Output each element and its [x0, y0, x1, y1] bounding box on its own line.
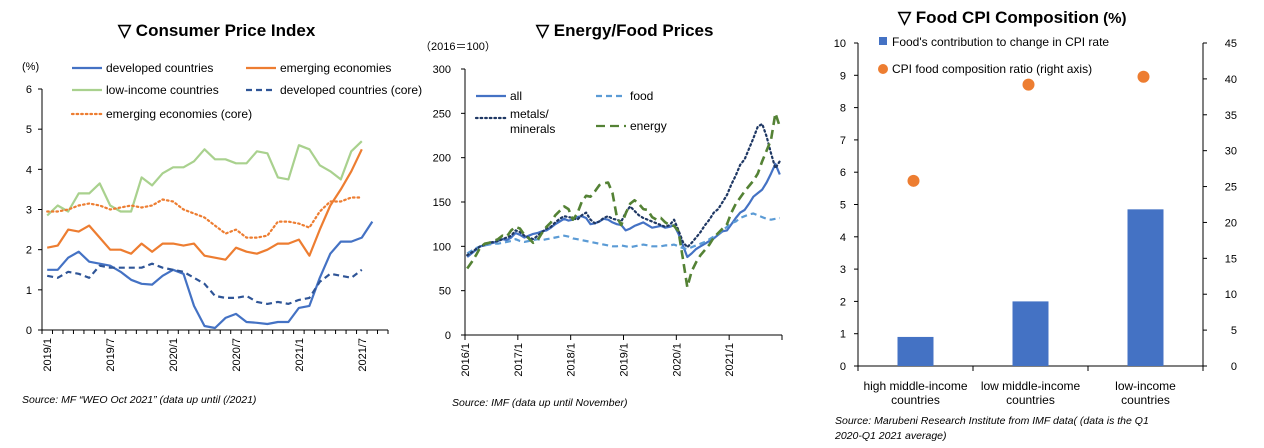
y-tick-label: 0 — [26, 325, 32, 337]
chart-title: ▽ Food CPI Composition (%) — [897, 8, 1127, 27]
energy-food-chart-panel: ▽ Energy/Food Prices （2016＝100） 0 50 100 150 2… — [420, 0, 820, 448]
x-tick-label: 2019/7 — [105, 338, 117, 372]
y-tick-label-left: 6 — [840, 167, 846, 179]
food-source-note: Source: Marubeni Research Institute from… — [835, 415, 1149, 442]
x-category-label: low-income countries — [1115, 379, 1176, 407]
bar-high-middle-income-countries — [897, 336, 934, 366]
legend-label-emerging-economies: emerging economies — [280, 61, 391, 75]
y-tick-label: 6 — [26, 84, 32, 96]
series-line-developed-countries — [47, 220, 374, 330]
y-tick-label: 1 — [26, 285, 32, 297]
energy-food-chart: ▽ Energy/Food Prices （2016＝100） 0 50 100 150 2… — [420, 21, 783, 377]
y-tick-label: 150 — [433, 197, 451, 209]
y-tick-label: 300 — [433, 64, 451, 76]
y-tick-label-right: 40 — [1225, 74, 1237, 86]
y-tick-label: 5 — [26, 124, 32, 136]
y-tick-label-right: 10 — [1225, 289, 1237, 301]
y-tick-label-left: 2 — [840, 296, 846, 308]
cpi-source-note: Source: MF “WEO Oct 2021” (data up until… — [22, 394, 257, 406]
point-high-middle-income-countries — [907, 174, 920, 187]
y-tick-label-left: 0 — [840, 361, 846, 373]
series-line-emerging-economies-core — [46, 196, 363, 239]
y-tick-label-right: 15 — [1225, 253, 1237, 265]
legend-label-low-income-countries: low-income countries — [106, 83, 219, 97]
y-tick-label-right: 5 — [1231, 325, 1237, 337]
series-line-low-income-countries — [46, 140, 363, 217]
point-low-income-countries — [1137, 70, 1150, 83]
x-tick-label: 2017/1 — [513, 343, 525, 377]
legend-label-all: all — [510, 89, 522, 103]
chart-title: ▽ Energy/Food Prices — [535, 21, 713, 40]
legend-swatch-point — [878, 64, 888, 74]
legend-label-energy: energy — [630, 119, 667, 133]
y-tick-label: 0 — [445, 330, 451, 342]
y-tick-label-left: 1 — [840, 329, 846, 341]
y-tick-label-left: 9 — [840, 70, 846, 82]
series-line-energy — [466, 112, 782, 289]
y-axis-unit: (%) — [22, 61, 39, 73]
x-tick-label: 2020/1 — [168, 338, 180, 372]
bar-low-middle-income-countries — [1012, 301, 1049, 366]
series-line-all — [466, 162, 781, 259]
y-tick-label: 4 — [26, 164, 32, 176]
x-tick-label: 2021/7 — [357, 338, 369, 372]
legend-label-developed-countries: developed countries — [106, 61, 213, 75]
y-tick-label: 2 — [26, 245, 32, 257]
y-tick-label: 200 — [433, 153, 451, 165]
legend-swatch-bar — [879, 37, 887, 45]
x-category-label: high middle-income countries — [863, 379, 967, 407]
series-line-food — [466, 212, 780, 255]
y-tick-label-left: 8 — [840, 103, 846, 115]
y-tick-label: 100 — [433, 241, 451, 253]
legend-label-food: food — [630, 89, 653, 103]
y-tick-label-left: 3 — [840, 264, 846, 276]
y-tick-label-left: 4 — [840, 232, 846, 244]
y-tick-label: 3 — [26, 205, 32, 217]
legend-label-point: CPI food composition ratio (right axis) — [892, 62, 1092, 76]
food-cpi-chart-panel: ▽ Food CPI Composition (%) 0 1 2 3 4 5 6 7 8 9 10 0 5… — [820, 0, 1264, 448]
y-tick-label-right: 35 — [1225, 110, 1237, 122]
bar-low-income-countries — [1127, 209, 1164, 366]
series-line-emerging-economies — [46, 148, 363, 261]
legend-label-metals-minerals: metals/minerals — [510, 107, 555, 136]
x-tick-label: 2016/1 — [460, 343, 472, 377]
chart-title: ▽ Consumer Price Index — [117, 21, 316, 40]
cpi-chart-panel: ▽ Consumer Price Index (%) 0 1 2 3 4 5 6 2019/1 20… — [0, 0, 422, 448]
x-tick-label: 2019/1 — [619, 343, 631, 377]
y-axis-unit: （2016＝100） — [420, 40, 496, 53]
x-tick-label: 2021/1 — [294, 338, 306, 372]
y-tick-label-left: 7 — [840, 135, 846, 147]
food-cpi-chart: ▽ Food CPI Composition (%)01234567891005… — [834, 8, 1237, 407]
y-tick-label-right: 25 — [1225, 182, 1237, 194]
legend-label-developed-countries-core: developed countries (core) — [280, 83, 422, 97]
x-tick-label: 2019/1 — [42, 338, 54, 372]
point-low-middle-income-countries — [1022, 78, 1035, 91]
legend-label-bar: Food's contribution to change in CPI rat… — [892, 35, 1109, 49]
series-line-developed-countries-core — [46, 262, 363, 305]
x-category-label: low middle-income countries — [981, 379, 1081, 407]
y-tick-label-right: 30 — [1225, 146, 1237, 158]
x-tick-label: 2021/1 — [724, 343, 736, 377]
x-tick-label: 2020/1 — [671, 343, 683, 377]
y-tick-label-right: 20 — [1225, 217, 1237, 229]
legend-label-emerging-economies-core: emerging economies (core) — [106, 107, 252, 121]
y-tick-label: 250 — [433, 108, 451, 120]
y-tick-label-left: 5 — [840, 200, 846, 212]
energy-source-note: Source: IMF (data up until November) — [452, 397, 628, 409]
cpi-chart: ▽ Consumer Price Index (%) 0 1 2 3 4 5 6 2019/1 20… — [22, 21, 422, 372]
chart-title-unit: (%) — [1099, 10, 1127, 27]
y-tick-label-left: 10 — [834, 38, 846, 50]
x-tick-label: 2020/7 — [231, 338, 243, 372]
x-tick-label: 2018/1 — [566, 343, 578, 377]
y-tick-label: 50 — [439, 286, 451, 298]
y-tick-label-right: 0 — [1231, 361, 1237, 373]
y-tick-label-right: 45 — [1225, 38, 1237, 50]
